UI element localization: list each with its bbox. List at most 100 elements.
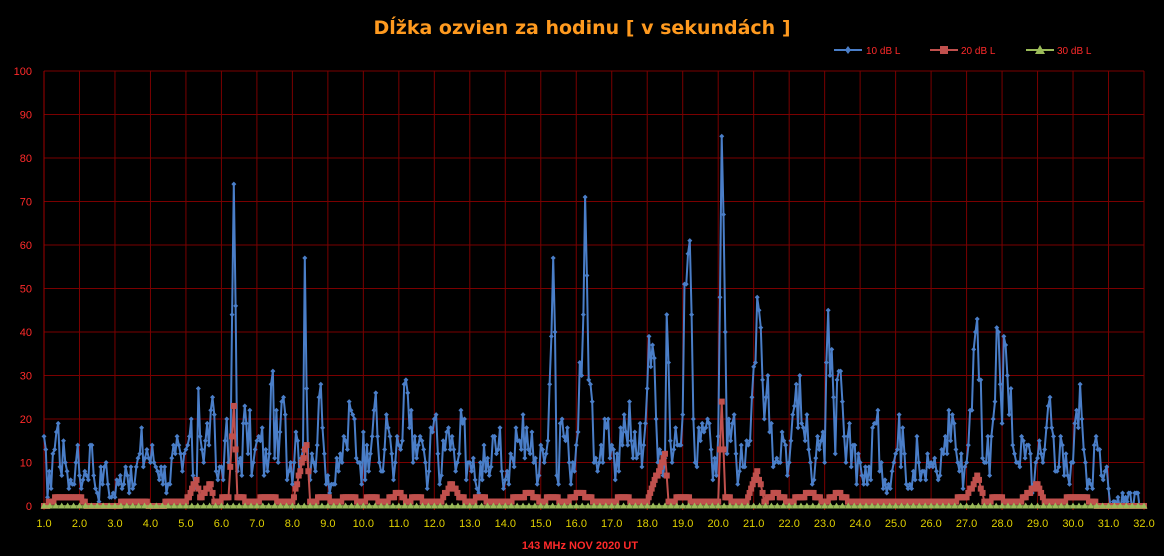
data-point-s1-361 (680, 412, 686, 418)
data-point-s1-251 (485, 455, 491, 461)
data-point-s3-180 (1105, 502, 1113, 509)
data-point-s1-81 (185, 442, 191, 448)
data-point-s1-48 (126, 490, 132, 496)
data-point-s2-457 (759, 489, 766, 496)
data-point-s1-134 (277, 429, 283, 435)
data-point-s1-435 (811, 477, 817, 483)
data-point-s1-353 (666, 359, 672, 365)
data-point-s1-275 (527, 451, 533, 457)
data-point-s1-139 (286, 468, 292, 474)
data-point-s2-599 (976, 476, 982, 483)
data-point-s2-309 (528, 489, 535, 496)
data-point-s1-118 (249, 473, 255, 479)
data-point-s3-104 (655, 502, 663, 509)
data-point-s2-429 (715, 498, 722, 505)
data-point-s3-29 (212, 502, 220, 509)
data-point-s1-345 (651, 355, 657, 361)
data-point-s2-93 (187, 489, 194, 496)
data-point-s2-181 (325, 494, 332, 501)
data-point-s1-431 (804, 412, 810, 418)
data-point-s1-214 (419, 438, 425, 444)
data-point-s1-557 (1027, 451, 1033, 457)
data-point-s1-316 (600, 460, 606, 465)
data-point-s1-206 (405, 390, 411, 396)
data-point-s2-255 (443, 489, 450, 496)
data-point-s3-44 (300, 502, 308, 509)
data-point-s1-360 (678, 442, 684, 448)
data-point-s2-383 (644, 498, 651, 505)
data-point-s1-232 (451, 446, 457, 452)
data-point-s1-122 (256, 433, 262, 439)
data-point-s1-202 (398, 446, 404, 452)
data-point-s1-23 (82, 468, 88, 474)
data-point-s2-23 (78, 494, 85, 501)
data-point-s2-96 (192, 481, 199, 488)
series-3 (40, 502, 1148, 509)
data-point-s1-387 (726, 416, 732, 422)
data-point-s1-6 (52, 446, 58, 452)
data-point-s2-252 (438, 498, 445, 505)
data-point-s1-594 (1093, 433, 1099, 439)
data-point-s3-167 (1028, 502, 1036, 509)
data-point-s3-94 (596, 502, 604, 509)
x-axis-label: 143 MHz NOV 2020 UT (522, 540, 638, 552)
data-point-s1-411 (768, 420, 774, 426)
data-point-s2-484 (801, 494, 808, 501)
x-tick-label-28: 29.0 (1027, 518, 1048, 530)
data-point-s1-20 (76, 473, 82, 479)
data-point-s1-462 (859, 473, 865, 479)
data-point-s1-600 (1104, 464, 1110, 470)
data-point-s1-440 (820, 429, 826, 435)
data-point-s1-322 (611, 446, 617, 452)
data-point-s1-315 (598, 442, 604, 448)
data-point-s3-78 (501, 502, 509, 509)
data-point-s1-366 (689, 312, 695, 318)
data-point-s3-123 (767, 502, 775, 509)
x-tick-label-26: 27.0 (956, 518, 977, 530)
data-point-s2-394 (660, 455, 667, 462)
data-point-s1-472 (877, 468, 883, 474)
data-point-s2-471 (781, 494, 788, 501)
data-point-s1-46 (123, 464, 129, 470)
data-point-s2-119 (229, 433, 236, 440)
data-point-s1-225 (438, 473, 444, 479)
data-point-s1-262 (504, 468, 510, 474)
data-point-s2-455 (756, 476, 762, 483)
data-point-s1-545 (1006, 412, 1012, 418)
data-point-s1-199 (392, 460, 398, 465)
data-point-s3-7 (81, 502, 89, 509)
data-point-s1-338 (639, 464, 645, 470)
data-point-s3-150 (927, 502, 935, 509)
data-point-s1-216 (422, 460, 428, 465)
x-tick-label-5: 6.0 (214, 518, 229, 530)
data-point-s1-339 (641, 442, 647, 448)
data-point-s3-116 (726, 502, 734, 509)
data-point-s1-568 (1047, 394, 1053, 400)
data-point-s1-354 (667, 438, 673, 444)
data-point-s1-67 (160, 481, 166, 487)
data-point-s1-589 (1084, 486, 1090, 492)
data-point-s2-222 (391, 494, 398, 501)
data-point-s3-159 (980, 502, 988, 509)
data-point-s3-95 (602, 502, 610, 509)
data-point-s1-500 (926, 464, 932, 470)
data-point-s1-380 (713, 473, 719, 479)
data-point-s3-83 (531, 502, 539, 509)
data-point-s2-158 (289, 498, 296, 505)
data-point-s1-450 (838, 368, 844, 374)
data-point-s3-119 (744, 502, 752, 509)
y-tick-label-2: 20 (20, 414, 32, 426)
data-point-s1-252 (486, 473, 492, 479)
data-point-s3-40 (277, 502, 285, 509)
data-point-s1-474 (880, 486, 886, 492)
data-point-s2-600 (977, 485, 984, 492)
data-point-s3-75 (484, 502, 492, 509)
data-point-s2-106 (207, 481, 214, 488)
data-point-s1-540 (997, 381, 1003, 387)
data-point-s1-77 (178, 451, 184, 457)
data-point-s1-266 (511, 464, 517, 470)
data-point-s1-274 (525, 446, 531, 452)
data-point-s1-414 (774, 455, 780, 461)
data-point-s1-488 (905, 486, 911, 492)
data-point-s3-42 (288, 502, 296, 509)
